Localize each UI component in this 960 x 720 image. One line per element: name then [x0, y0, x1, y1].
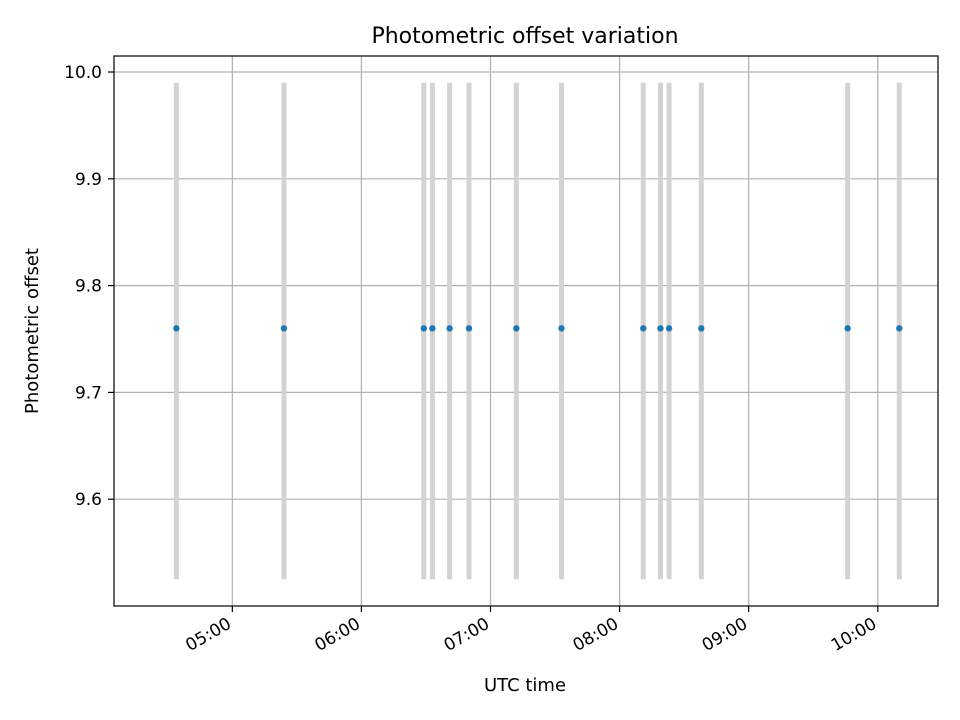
y-tick-label: 9.9: [75, 170, 102, 190]
x-axis-label: UTC time: [484, 675, 566, 696]
chart-title: Photometric offset variation: [371, 24, 678, 49]
y-axis-label: Photometric offset: [22, 248, 43, 414]
data-point: [446, 325, 453, 332]
data-point: [844, 325, 851, 332]
y-tick-label: 10.0: [64, 63, 102, 83]
data-point: [558, 325, 565, 332]
data-point: [513, 325, 520, 332]
data-point: [665, 325, 673, 332]
data-point: [429, 325, 436, 332]
y-tick-label: 9.8: [75, 277, 102, 297]
data-point: [173, 325, 180, 332]
y-tick-label: 9.7: [75, 383, 102, 403]
y-tick-label: 9.6: [75, 490, 102, 510]
plot-area-frame: [113, 55, 939, 607]
data-point: [657, 325, 664, 332]
y-axis-ticks: 9.6 9.7 9.8 9.9 10.0: [64, 63, 114, 510]
data-points: [173, 325, 903, 332]
data-point: [698, 325, 705, 332]
data-point: [465, 325, 473, 332]
data-point: [640, 325, 647, 332]
data-point: [896, 325, 903, 332]
data-point: [420, 325, 428, 332]
data-point: [280, 325, 288, 332]
grid: [114, 56, 938, 606]
